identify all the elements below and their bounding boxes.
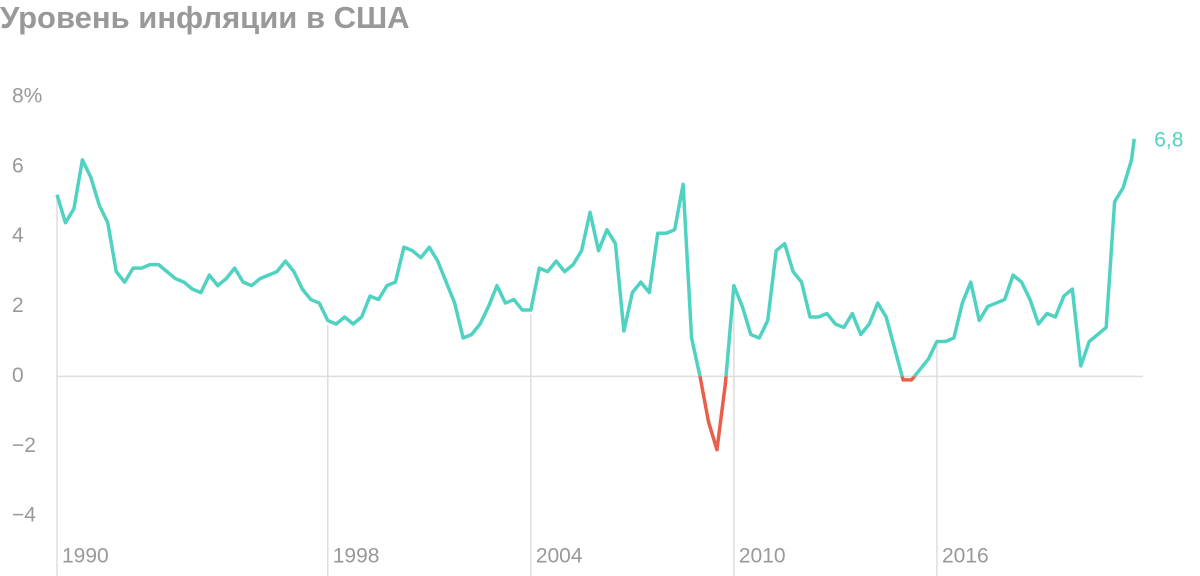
y-tick-label: 0 bbox=[12, 364, 24, 387]
y-tick-label: 8% bbox=[12, 85, 42, 108]
x-tick-label: 2016 bbox=[942, 545, 989, 568]
y-tick-label: −2 bbox=[12, 434, 36, 457]
x-tick-label: 2010 bbox=[739, 545, 786, 568]
x-tick-label: 1998 bbox=[333, 545, 380, 568]
y-tick-label: 4 bbox=[12, 224, 24, 247]
x-tick-label: 2004 bbox=[536, 545, 583, 568]
x-tick-label: 1990 bbox=[62, 545, 109, 568]
end-label: 6,8 bbox=[1154, 128, 1183, 151]
chart-title: Уровень инфляции в США bbox=[0, 0, 410, 35]
y-tick-label: 2 bbox=[12, 294, 24, 317]
y-tick-label: −4 bbox=[12, 504, 36, 527]
y-tick-label: 6 bbox=[12, 154, 24, 177]
line bbox=[55, 138, 1136, 377]
